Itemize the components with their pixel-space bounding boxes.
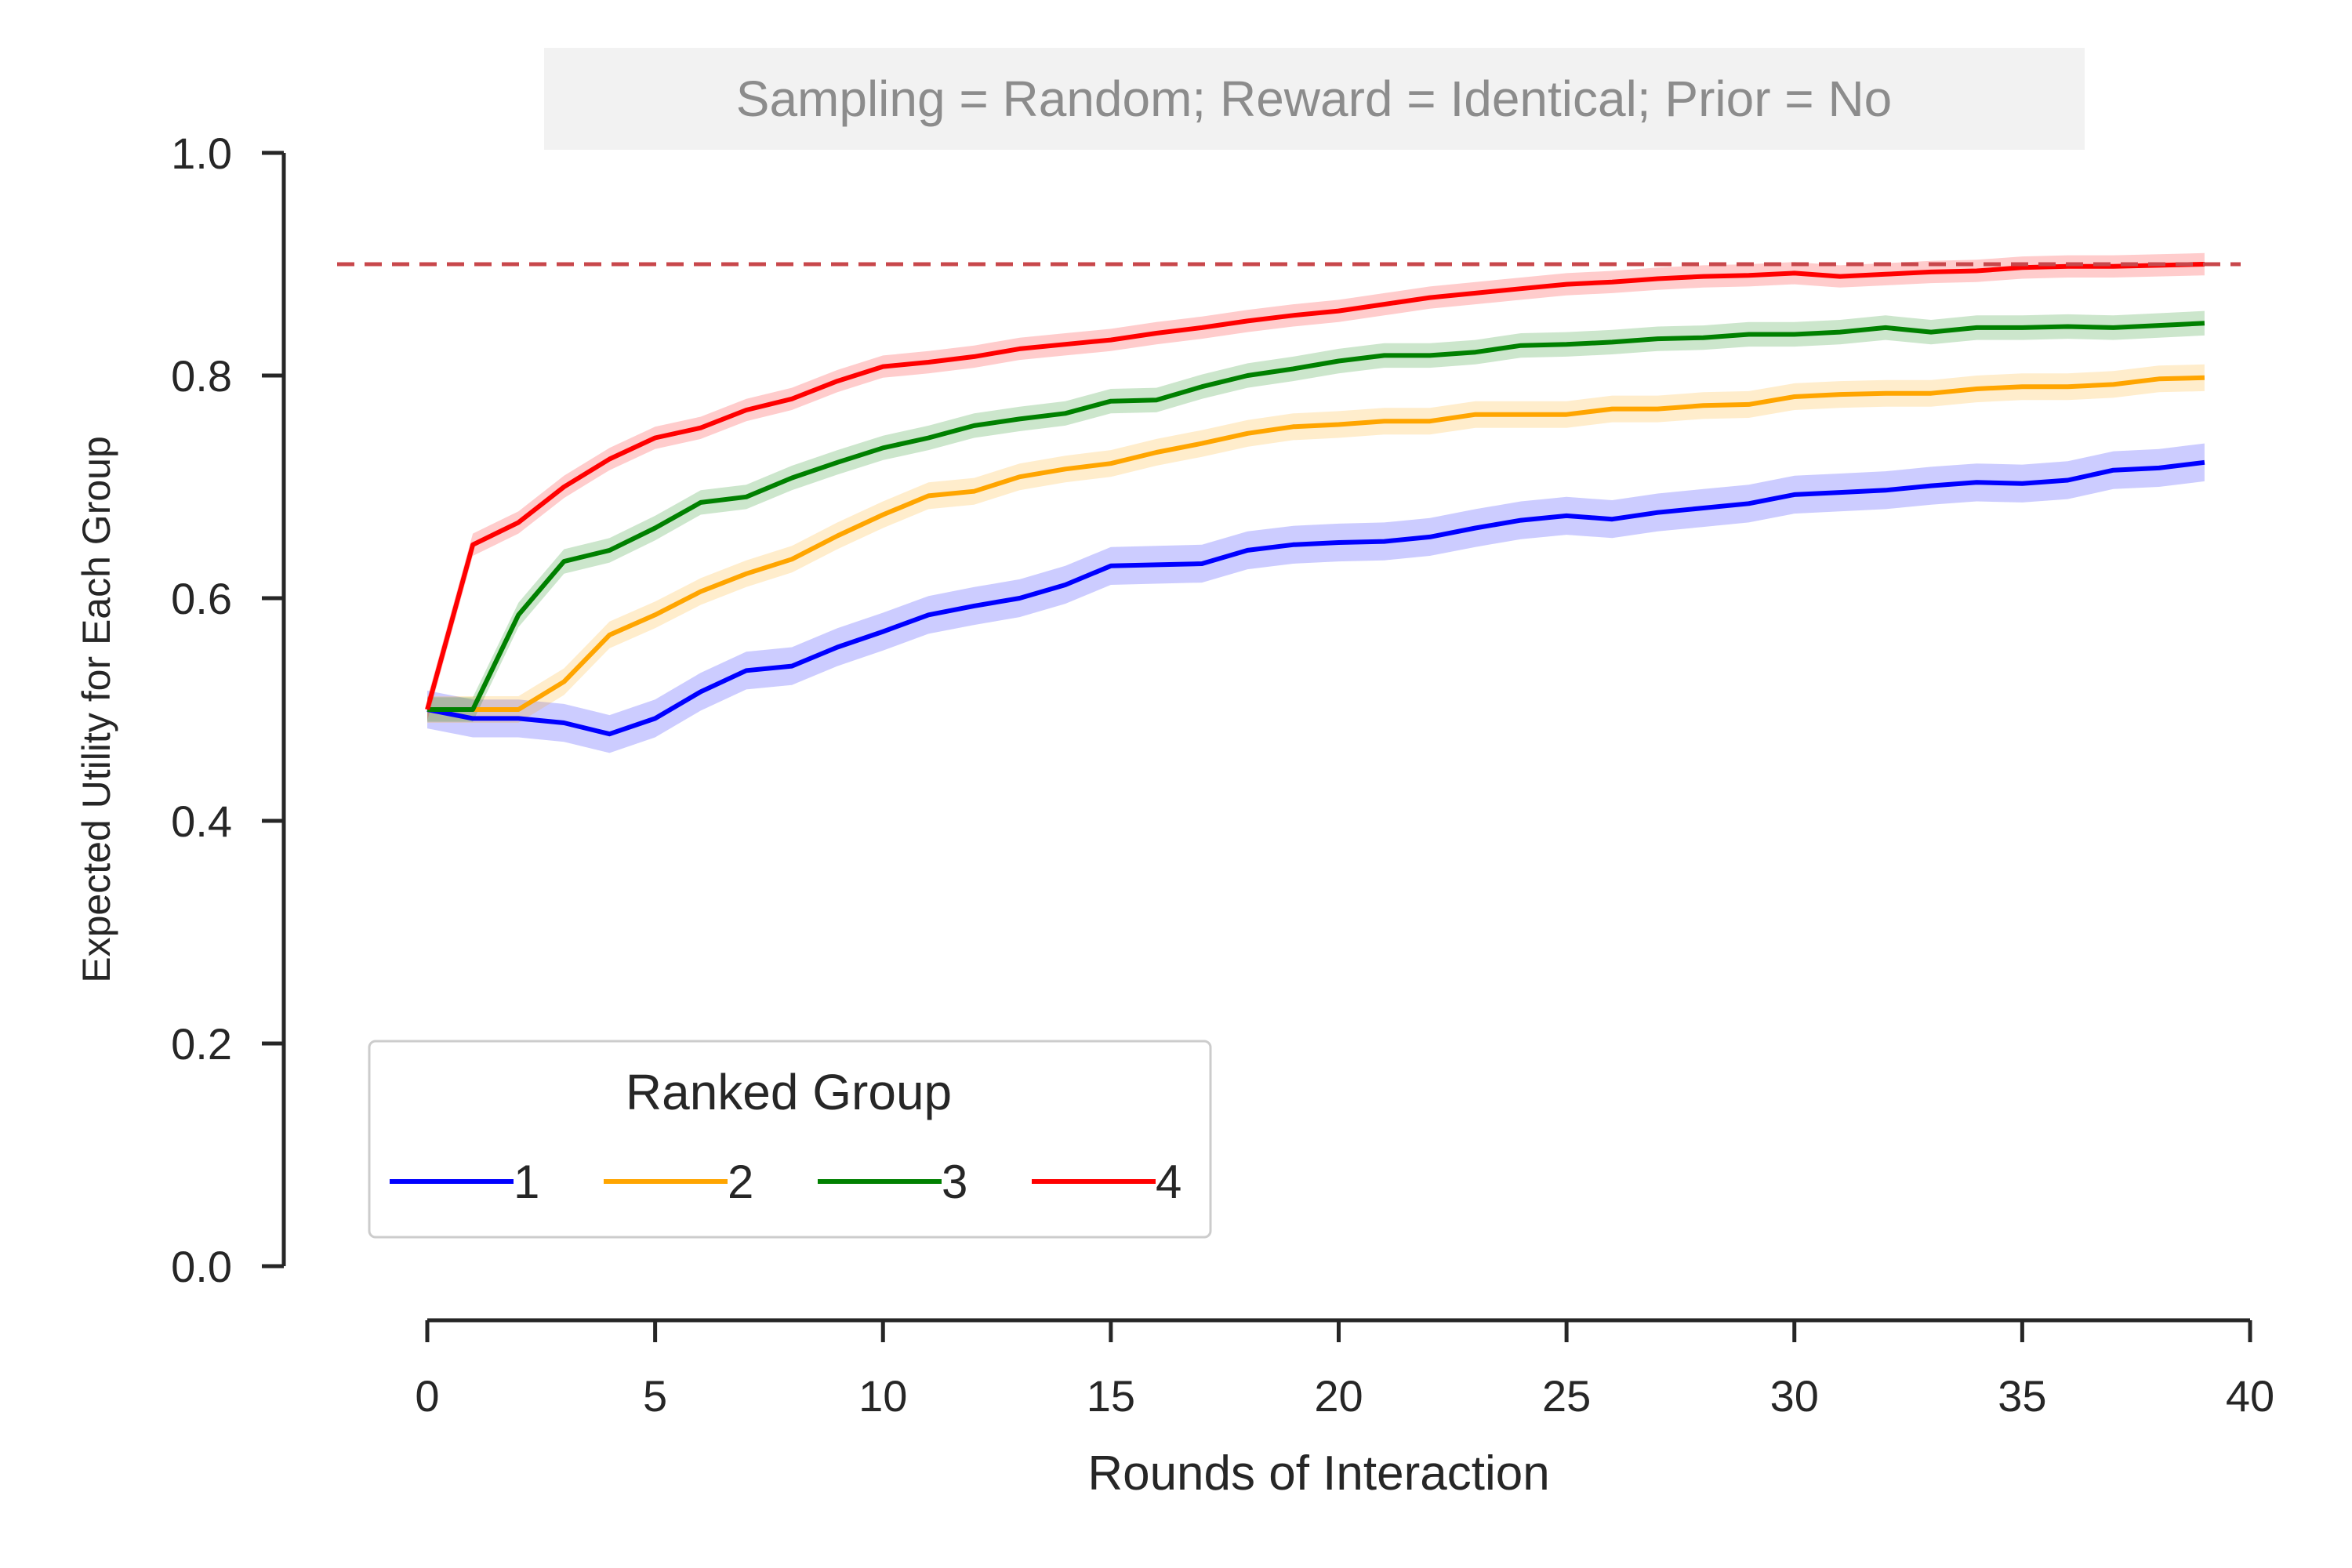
y-axis-ticks: 0.0 0.2 0.4 0.6 0.8 1.0	[171, 129, 284, 1291]
series-1-line	[426, 459, 2205, 737]
confidence-bands	[427, 252, 2205, 753]
x-tick-label: 30	[1770, 1371, 1819, 1421]
x-tick-label: 10	[858, 1371, 907, 1421]
legend-label-2: 2	[728, 1156, 753, 1208]
title-background	[544, 48, 2085, 150]
x-tick-label: 15	[1087, 1371, 1135, 1421]
x-tick-label: 25	[1542, 1371, 1591, 1421]
x-tick-label: 40	[2226, 1371, 2274, 1421]
series-4-line	[425, 262, 2205, 710]
legend-label-3: 3	[942, 1156, 967, 1208]
legend-label-4: 4	[1156, 1156, 1181, 1208]
x-tick-label: 5	[643, 1371, 667, 1421]
y-tick-label: 0.8	[171, 351, 232, 401]
y-tick-label: 0.4	[171, 797, 232, 846]
chart-title: Sampling = Random; Reward = Identical; P…	[736, 71, 1893, 127]
series-2-line	[427, 375, 2205, 712]
legend-label-1: 1	[514, 1156, 539, 1208]
x-axis-label: Rounds of Interaction	[1087, 1446, 1549, 1501]
series-3-band	[427, 310, 2205, 722]
x-tick-label: 35	[1998, 1371, 2046, 1421]
legend-items: 1 2 3 4	[390, 1156, 1181, 1208]
x-axis-ticks: 0 5 10 15 20 25 30 35 40	[415, 1320, 2274, 1421]
y-tick-label: 0.6	[171, 574, 232, 623]
series-3-line	[427, 321, 2205, 712]
legend: Ranked Group 1 2 3 4	[368, 1040, 1212, 1239]
legend-title: Ranked Group	[626, 1064, 952, 1120]
y-tick-label: 1.0	[171, 129, 232, 178]
series-lines	[425, 262, 2205, 737]
legend-frame	[368, 1040, 1212, 1239]
series-1-band	[427, 443, 2205, 753]
x-tick-label: 0	[415, 1371, 439, 1421]
y-axis-label: Expected Utility for Each Group	[74, 436, 118, 983]
y-tick-label: 0.2	[171, 1019, 232, 1069]
x-tick-label: 20	[1314, 1371, 1363, 1421]
series-2-band	[427, 364, 2205, 723]
y-tick-label: 0.0	[171, 1242, 232, 1291]
